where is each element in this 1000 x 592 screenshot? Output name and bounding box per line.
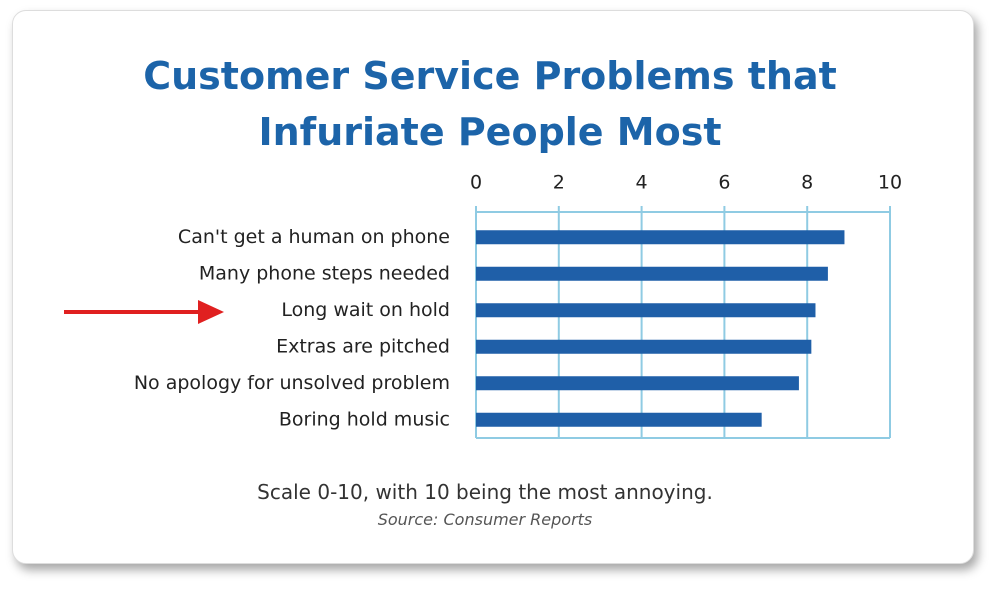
y-tick-label: Extras are pitched <box>276 335 450 357</box>
bar <box>476 412 762 427</box>
x-tick-label: 0 <box>470 172 482 194</box>
bar <box>476 303 816 318</box>
highlight-arrow-head <box>198 300 224 324</box>
x-tick-label: 2 <box>553 172 565 194</box>
y-tick-label: Long wait on hold <box>281 299 450 321</box>
x-tick-label: 6 <box>718 172 730 194</box>
y-tick-label: Boring hold music <box>279 408 450 430</box>
bar <box>476 339 812 354</box>
y-tick-label: No apology for unsolved problem <box>134 372 450 394</box>
y-tick-label: Many phone steps needed <box>199 262 450 284</box>
chart-title: Customer Service Problems that Infuriate… <box>143 54 837 154</box>
chart-source: Source: Consumer Reports <box>377 510 593 529</box>
x-tick-label: 10 <box>878 172 902 194</box>
x-tick-label: 8 <box>801 172 813 194</box>
bar <box>476 266 828 281</box>
bar <box>476 230 845 245</box>
card <box>12 10 974 564</box>
y-tick-label: Can't get a human on phone <box>178 226 450 248</box>
x-tick-label: 4 <box>636 172 648 194</box>
bar <box>476 376 799 391</box>
chart-note: Scale 0-10, with 10 being the most annoy… <box>257 480 713 504</box>
